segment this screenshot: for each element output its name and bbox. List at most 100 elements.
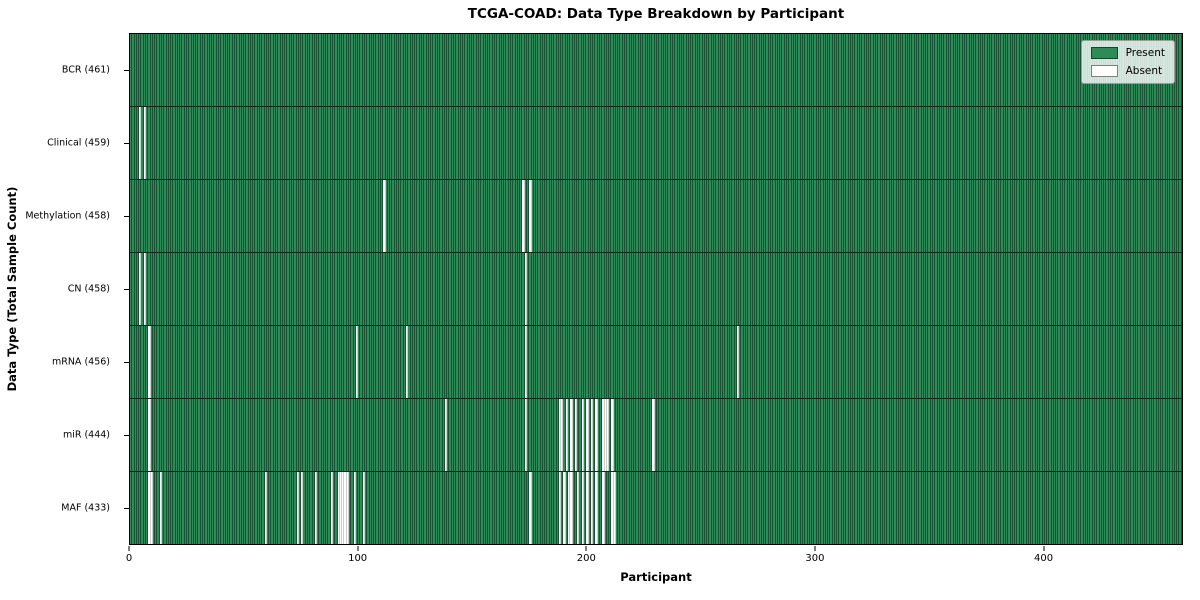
heatmap-cell-present bbox=[944, 180, 947, 252]
heatmap-cell-present bbox=[921, 34, 924, 106]
heatmap-cell-present bbox=[789, 253, 792, 325]
heatmap-cell-present bbox=[777, 399, 781, 471]
heatmap-cell-present bbox=[917, 326, 920, 398]
heatmap-cell-present bbox=[643, 253, 646, 325]
heatmap-cell-absent bbox=[613, 472, 616, 544]
heatmap-cell-present bbox=[419, 399, 422, 471]
heatmap-cell-present bbox=[602, 34, 605, 106]
heatmap-cell-present bbox=[1165, 107, 1168, 179]
heatmap-cell-present bbox=[885, 34, 888, 106]
heatmap-cell-present bbox=[1152, 326, 1155, 398]
heatmap-cell-present bbox=[476, 399, 480, 471]
heatmap-cell-present bbox=[317, 34, 320, 106]
heatmap-cell-present bbox=[695, 253, 699, 325]
heatmap-cell-present bbox=[789, 326, 792, 398]
heatmap-cell-present bbox=[469, 326, 473, 398]
heatmap-cell-present bbox=[702, 34, 705, 106]
heatmap-cell-present bbox=[752, 34, 756, 106]
heatmap-cell-present bbox=[609, 34, 612, 106]
heatmap-cell-present bbox=[615, 253, 619, 325]
heatmap-cell-present bbox=[1115, 399, 1118, 471]
heatmap-cell-present bbox=[1060, 472, 1064, 544]
heatmap-cell-present bbox=[563, 107, 566, 179]
heatmap-cell-present bbox=[298, 472, 302, 544]
heatmap-cell-present bbox=[344, 107, 347, 179]
heatmap-cell-present bbox=[677, 107, 680, 179]
heatmap-cell-present bbox=[403, 399, 407, 471]
heatmap-cell-present bbox=[990, 180, 993, 252]
heatmap-cell-present bbox=[492, 253, 495, 325]
heatmap-cell-present bbox=[695, 34, 699, 106]
heatmap-cell-present bbox=[191, 326, 194, 398]
heatmap-cell-present bbox=[638, 34, 641, 106]
heatmap-cell-present bbox=[885, 107, 888, 179]
heatmap-cell-present bbox=[1076, 107, 1079, 179]
heatmap-cell-present bbox=[257, 180, 261, 252]
heatmap-cell-present bbox=[850, 472, 854, 544]
heatmap-cell-present bbox=[232, 107, 235, 179]
heatmap-cell-present bbox=[636, 326, 639, 398]
heatmap-cell-present bbox=[684, 34, 687, 106]
heatmap-cell-present bbox=[814, 253, 817, 325]
heatmap-cell-present bbox=[449, 253, 452, 325]
heatmap-cell-present bbox=[221, 34, 224, 106]
heatmap-cell-present bbox=[889, 34, 892, 106]
legend-swatch-absent bbox=[1090, 65, 1118, 77]
heatmap-cell-present bbox=[504, 253, 507, 325]
heatmap-cell-present bbox=[1049, 34, 1052, 106]
heatmap-cell-present bbox=[615, 399, 619, 471]
heatmap-cell-present bbox=[1065, 180, 1068, 252]
heatmap-cell-present bbox=[203, 399, 206, 471]
heatmap-cell-present bbox=[458, 180, 461, 252]
heatmap-cell-present bbox=[887, 107, 890, 179]
heatmap-cell-absent bbox=[529, 180, 532, 252]
heatmap-cell-present bbox=[349, 326, 352, 398]
heatmap-cell-absent bbox=[611, 399, 614, 471]
heatmap-cell-present bbox=[545, 253, 548, 325]
heatmap-cell-present bbox=[1006, 472, 1009, 544]
heatmap-cell-present bbox=[1028, 253, 1032, 325]
heatmap-cell-present bbox=[536, 472, 539, 544]
heatmap-cell-present bbox=[312, 253, 315, 325]
heatmap-cell-present bbox=[253, 253, 256, 325]
heatmap-cell-present bbox=[964, 326, 968, 398]
heatmap-cell-present bbox=[374, 180, 377, 252]
heatmap-cell-present bbox=[374, 399, 377, 471]
heatmap-cell-present bbox=[1165, 253, 1168, 325]
heatmap-cell-present bbox=[675, 180, 678, 252]
heatmap-cell-present bbox=[533, 326, 537, 398]
heatmap-cell-present bbox=[828, 472, 831, 544]
heatmap-cell-present bbox=[358, 472, 361, 544]
heatmap-cell-present bbox=[759, 180, 762, 252]
heatmap-cell-present bbox=[492, 326, 495, 398]
heatmap-cell-present bbox=[729, 326, 733, 398]
heatmap-cell-present bbox=[882, 253, 886, 325]
heatmap-cell-present bbox=[307, 253, 311, 325]
heatmap-cell-present bbox=[828, 107, 831, 179]
heatmap-cell-present bbox=[1017, 180, 1020, 252]
heatmap-cell-present bbox=[1083, 180, 1086, 252]
heatmap-cell-present bbox=[349, 180, 352, 252]
heatmap-cell-present bbox=[415, 180, 418, 252]
heatmap-cell-present bbox=[444, 180, 448, 252]
heatmap-cell-present bbox=[168, 326, 172, 398]
heatmap-cell-present bbox=[458, 253, 461, 325]
heatmap-cell-present bbox=[465, 107, 468, 179]
heatmap-cell-present bbox=[748, 107, 751, 179]
heatmap-cell-present bbox=[1120, 107, 1123, 179]
heatmap-cell-present bbox=[358, 326, 361, 398]
heatmap-cell-present bbox=[339, 399, 343, 471]
heatmap-cell-present bbox=[1177, 399, 1180, 471]
heatmap-cell-present bbox=[426, 326, 429, 398]
heatmap-cell-present bbox=[1126, 253, 1130, 325]
heatmap-cell-present bbox=[757, 180, 760, 252]
heatmap-cell-present bbox=[214, 326, 217, 398]
heatmap-cell-present bbox=[1152, 107, 1155, 179]
heatmap-cell-present bbox=[869, 399, 872, 471]
heatmap-cell-present bbox=[702, 326, 705, 398]
heatmap-cell-present bbox=[481, 180, 484, 252]
heatmap-cell-present bbox=[207, 107, 210, 179]
heatmap-cell-present bbox=[789, 34, 792, 106]
heatmap-cell-present bbox=[974, 399, 977, 471]
heatmap-cell-present bbox=[1051, 34, 1054, 106]
